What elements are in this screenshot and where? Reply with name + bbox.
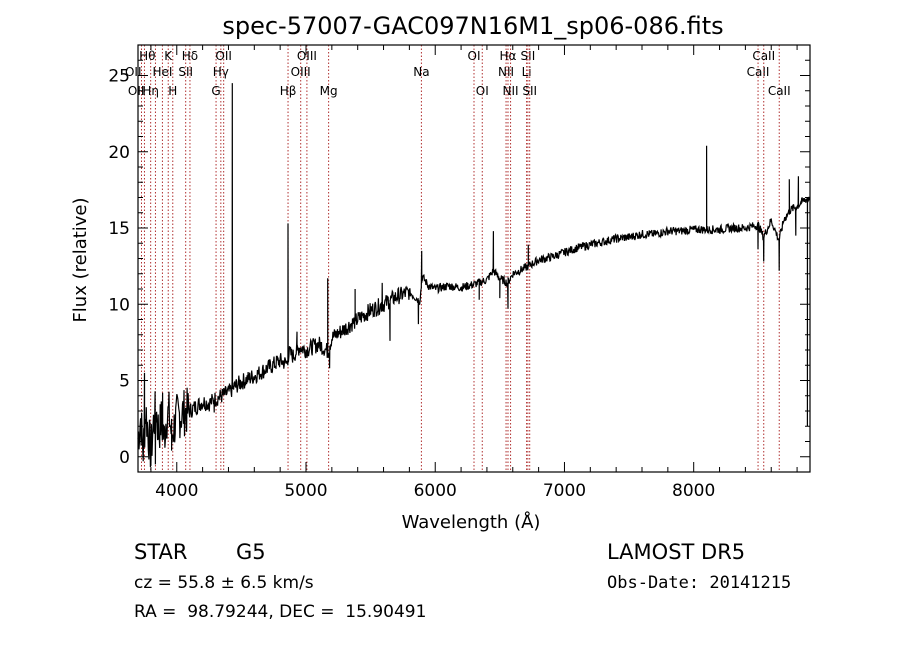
spectral-line-label: CaII: [768, 84, 791, 98]
spectral-line-label: OIII: [291, 65, 311, 79]
x-tick-label: 5000: [284, 481, 327, 501]
spectral-line-label: OI: [476, 84, 489, 98]
y-axis-label: Flux (relative): [70, 197, 91, 322]
spectral-line-label: Hδ: [182, 49, 198, 63]
spectral-line-label: CaII: [747, 65, 770, 79]
spectral-line-label: CaII: [752, 49, 775, 63]
spectral-line-label: OI: [468, 49, 481, 63]
spectral-line-label: SII: [521, 49, 536, 63]
x-axis: 4000 5000 6000 7000 8000: [150, 45, 798, 501]
spectral-line-label: Na: [413, 65, 429, 79]
spectral-line-label: Mg: [320, 84, 338, 98]
survey-label: LAMOST DR5: [607, 540, 746, 564]
spectral-line-label: HeI: [152, 65, 172, 79]
y-tick-label: 20: [108, 143, 130, 163]
spectral-line-markers: OIIOIIHηHθHeIKHSIIHδGHγOIIHβOIIIOIIIMgNa…: [125, 45, 791, 472]
spectral-line-label: NII: [498, 65, 514, 79]
spectral-line-label: NII: [503, 84, 519, 98]
spectral-line-label: SII: [522, 84, 537, 98]
spectral-line-label: OII: [128, 84, 145, 98]
redshift-text: cz = 55.8 ± 6.5 km/s: [134, 573, 314, 593]
y-tick-label: 10: [108, 295, 130, 315]
spectral-line-label: OIII: [297, 49, 317, 63]
spectral-line-label: SII: [178, 65, 193, 79]
spectral-line-label: Hα: [500, 49, 517, 63]
y-tick-label: 25: [108, 67, 130, 87]
x-tick-label: 7000: [543, 481, 586, 501]
spectral-line-label: Hβ: [280, 84, 297, 98]
spectral-line-label: OII: [125, 65, 142, 79]
subclass-label: G5: [236, 540, 266, 564]
spectral-line-label: Li: [522, 65, 532, 79]
x-tick-label: 8000: [672, 481, 715, 501]
coordinates: RA = 98.79244, DEC = 15.90491: [134, 602, 427, 622]
spectral-line-label: OII: [215, 49, 232, 63]
x-tick-label: 6000: [414, 481, 457, 501]
spectral-line-label: K: [164, 49, 173, 63]
x-axis-label: Wavelength (Å): [402, 511, 541, 533]
y-tick-label: 5: [119, 372, 130, 392]
spectrum-series: [137, 83, 811, 468]
y-axis: 0 5 10 15 20 25: [108, 59, 810, 468]
x-tick-label: 4000: [155, 481, 198, 501]
y-tick-label: 15: [108, 219, 130, 239]
class-label: STAR: [134, 540, 188, 564]
obs-date: Obs-Date: 20141215: [607, 573, 792, 593]
chart-title: spec-57007-GAC097N16M1_sp06-086.fits: [222, 12, 723, 40]
y-tick-label: 0: [119, 448, 130, 468]
plot-frame: [137, 44, 811, 473]
spectral-line-label: G: [211, 84, 220, 98]
spectral-line-label: Hθ: [139, 49, 155, 63]
spectral-line-label: Hη: [142, 84, 159, 98]
spectral-line-label: H: [168, 84, 177, 98]
spectral-line-label: Hγ: [213, 65, 229, 79]
